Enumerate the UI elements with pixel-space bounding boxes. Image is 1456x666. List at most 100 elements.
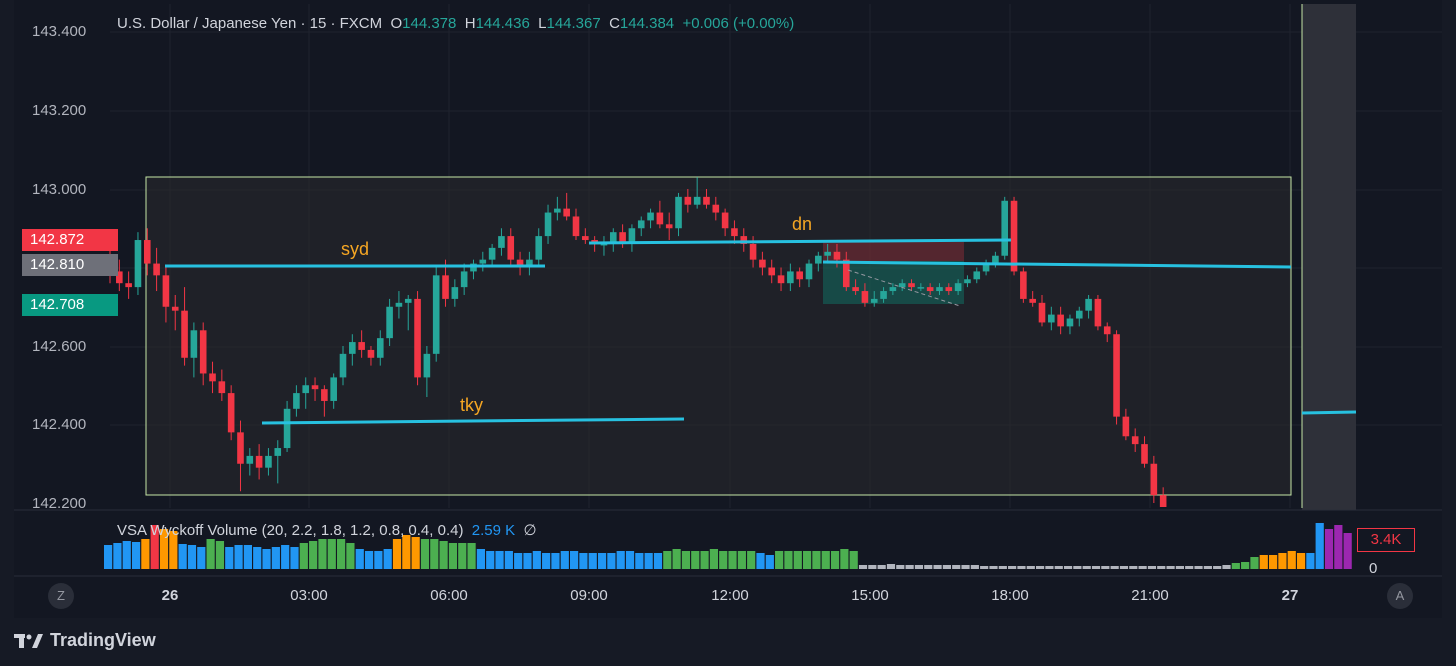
volume-bar bbox=[635, 553, 644, 569]
volume-bar bbox=[588, 553, 597, 569]
open-key: O bbox=[390, 15, 403, 32]
volume-bar bbox=[1063, 566, 1073, 569]
volume-bar bbox=[1269, 555, 1278, 569]
volume-bar bbox=[1287, 551, 1296, 569]
candle-body bbox=[460, 271, 468, 288]
volume-bar bbox=[337, 539, 346, 569]
time-tick: 06:00 bbox=[430, 587, 468, 604]
volume-bar bbox=[625, 551, 635, 569]
volume-bar bbox=[830, 551, 840, 569]
candle-body bbox=[889, 287, 897, 292]
volume-bar bbox=[141, 539, 150, 569]
candle-body bbox=[367, 349, 375, 358]
volume-bar bbox=[914, 565, 924, 569]
candle-body bbox=[749, 243, 757, 260]
time-tick: 27 bbox=[1281, 587, 1299, 604]
candle-body bbox=[1029, 298, 1036, 303]
candle-body bbox=[675, 196, 682, 229]
volume-bars bbox=[104, 523, 1352, 569]
session-box bbox=[145, 176, 1292, 496]
volume-bar bbox=[271, 547, 280, 569]
dn-label[interactable]: dn bbox=[792, 214, 813, 234]
indicator-legend[interactable]: VSA Wyckoff Volume (20, 2.2, 1.8, 1.2, 0… bbox=[117, 521, 537, 539]
trade-path-line bbox=[847, 269, 961, 307]
candle-body bbox=[628, 228, 636, 244]
volume-bar bbox=[486, 551, 495, 569]
candle-body bbox=[647, 212, 654, 221]
volume-bar bbox=[681, 551, 691, 569]
candle-body bbox=[143, 240, 151, 264]
candle-body bbox=[656, 212, 664, 225]
volume-bar bbox=[1296, 553, 1306, 569]
volume-bar bbox=[458, 543, 467, 569]
candle-body bbox=[898, 283, 906, 288]
close-value: 144.384 bbox=[619, 15, 675, 32]
candle-body bbox=[507, 236, 515, 260]
candle-body bbox=[358, 342, 365, 350]
tradingview-logo[interactable]: TradingView bbox=[14, 630, 156, 651]
candle-body bbox=[880, 291, 887, 299]
auto-scale-button[interactable]: A bbox=[1387, 583, 1413, 609]
volume-bar bbox=[952, 565, 961, 569]
candle-body bbox=[283, 408, 291, 449]
volume-bar bbox=[1334, 525, 1343, 569]
candle-body bbox=[1113, 334, 1120, 417]
candle-body bbox=[293, 393, 300, 409]
volume-bar bbox=[597, 553, 607, 569]
time-tick: 15:00 bbox=[851, 587, 889, 604]
volume-bar bbox=[1119, 566, 1129, 569]
time-tick: 18:00 bbox=[991, 587, 1029, 604]
candle-body bbox=[442, 275, 449, 299]
volume-bar bbox=[1306, 553, 1315, 569]
volume-bar bbox=[169, 531, 178, 569]
volume-bar bbox=[327, 539, 336, 569]
volume-bar bbox=[1129, 566, 1138, 569]
volume-bar bbox=[1315, 523, 1324, 569]
candle-body bbox=[805, 263, 813, 280]
volume-bar bbox=[858, 565, 868, 569]
candle-body bbox=[488, 247, 496, 260]
volume-bar bbox=[374, 551, 383, 569]
candle-body bbox=[777, 275, 785, 284]
symbol-legend[interactable]: U.S. Dollar / Japanese Yen · 15 · FXCM O… bbox=[117, 15, 794, 32]
candle-body bbox=[964, 279, 971, 284]
symbol-title[interactable]: U.S. Dollar / Japanese Yen · 15 · FXCM bbox=[117, 15, 383, 32]
volume-bar bbox=[104, 545, 113, 569]
candle-body bbox=[563, 208, 570, 217]
candle-body bbox=[516, 259, 524, 268]
candle-body bbox=[349, 342, 356, 354]
volume-bar bbox=[570, 551, 579, 569]
indicator-name[interactable]: VSA Wyckoff Volume (20, 2.2, 1.8, 1.2, 0… bbox=[117, 522, 464, 539]
tky-label[interactable]: tky bbox=[460, 395, 484, 415]
volume-bar bbox=[215, 541, 225, 569]
time-tick: 12:00 bbox=[711, 587, 749, 604]
candle-body bbox=[376, 338, 384, 358]
volume-bar bbox=[542, 553, 551, 569]
candle-body bbox=[1057, 314, 1064, 327]
volume-bar bbox=[663, 551, 672, 569]
candle-body bbox=[1141, 444, 1148, 464]
candle-body bbox=[712, 204, 720, 213]
time-tick: 26 bbox=[161, 587, 179, 604]
price-tick: 142.600 bbox=[32, 338, 87, 355]
candle-body bbox=[703, 196, 710, 205]
volume-bar bbox=[159, 529, 169, 569]
price-tag-low: 142.708 bbox=[22, 294, 118, 316]
candle-body bbox=[116, 271, 123, 284]
candle-body bbox=[665, 224, 673, 229]
volume-tag: 3.4K bbox=[1357, 528, 1415, 552]
candle-body bbox=[861, 291, 869, 303]
candle-body bbox=[945, 287, 953, 292]
zoom-reset-button[interactable]: Z bbox=[48, 583, 74, 609]
volume-bar bbox=[821, 551, 830, 569]
volume-bar bbox=[1101, 566, 1110, 569]
volume-bar bbox=[793, 551, 802, 569]
candle-body bbox=[582, 236, 589, 241]
candle-body bbox=[926, 287, 934, 292]
candle-body bbox=[684, 196, 692, 205]
syd-label[interactable]: syd bbox=[341, 239, 370, 259]
price-axis[interactable]: 143.400 143.200 143.000 142.600 142.400 … bbox=[14, 0, 118, 512]
volume-bar bbox=[1324, 529, 1334, 569]
candle-body bbox=[1094, 298, 1102, 327]
